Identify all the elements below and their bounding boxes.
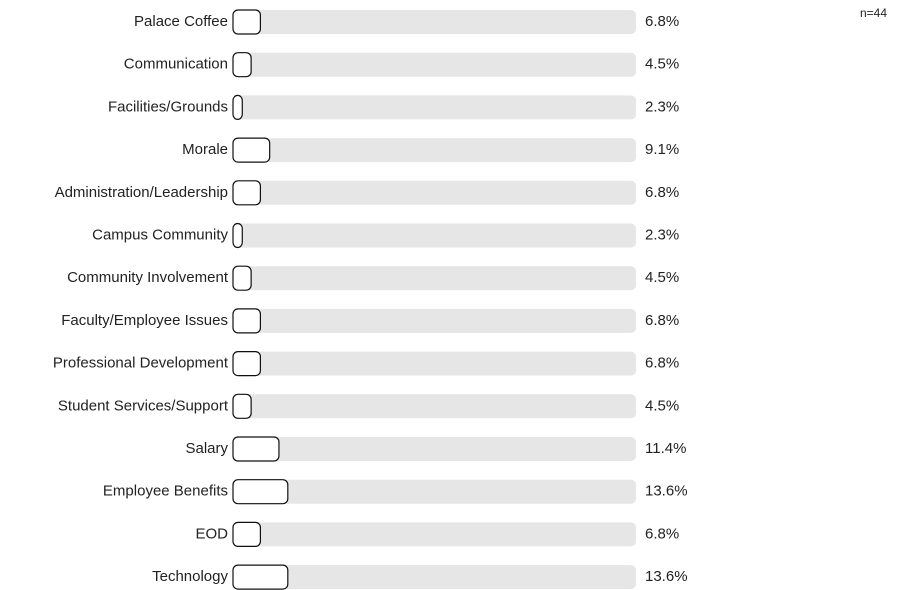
bar [232,137,271,163]
category-label: Salary [185,440,228,457]
sample-size: n=44 [860,6,887,20]
bar-track [233,351,636,376]
category-label: Student Services/Support [58,397,229,414]
value-label: 11.4% [645,440,686,457]
bar [232,265,252,291]
value-label: 2.3% [645,226,679,243]
value-label: 6.8% [645,184,679,201]
value-label: 6.8% [645,312,679,329]
category-label: Morale [182,141,228,158]
category-label: Facilities/Grounds [108,98,228,115]
bar [232,180,262,206]
bar [232,351,262,377]
category-label: EOD [195,525,228,542]
value-label: 6.8% [645,355,679,372]
bar [232,52,252,78]
category-label: Faculty/Employee Issues [61,312,228,329]
category-label: Employee Benefits [103,483,228,500]
bar-track [233,565,636,590]
bar-track [233,138,636,163]
category-label: Professional Development [53,355,229,372]
bar [232,436,280,462]
bar [232,564,289,590]
category-label: Campus Community [92,226,228,243]
bar-track [233,437,636,461]
category-label: Technology [152,568,228,585]
bar [232,94,243,121]
category-label: Community Involvement [67,269,229,286]
bar [232,9,262,35]
bar [232,308,262,334]
value-label: 2.3% [645,98,679,115]
bar-track [233,394,636,419]
bar-track [233,266,636,291]
bar [232,222,243,249]
value-label: 9.1% [645,141,679,158]
bar-track [233,223,636,248]
value-label: 6.8% [645,525,679,542]
bar-track [233,308,636,333]
bar [232,393,252,419]
category-label: Administration/Leadership [55,184,228,201]
value-label: 6.8% [645,13,679,30]
value-label: 13.6% [645,483,688,500]
bar-track [233,10,636,34]
value-label: 4.5% [645,397,679,414]
category-label: Communication [124,56,228,73]
category-label: Palace Coffee [134,13,228,30]
bar-track [233,52,636,77]
value-label: 4.5% [645,269,679,286]
bar-track [233,180,636,205]
value-label: 13.6% [645,568,688,585]
bar [232,521,262,548]
bar-track [233,479,636,504]
bar-track [233,522,636,547]
value-label: 4.5% [645,56,679,73]
bar [232,479,289,505]
bar-track [233,95,636,120]
